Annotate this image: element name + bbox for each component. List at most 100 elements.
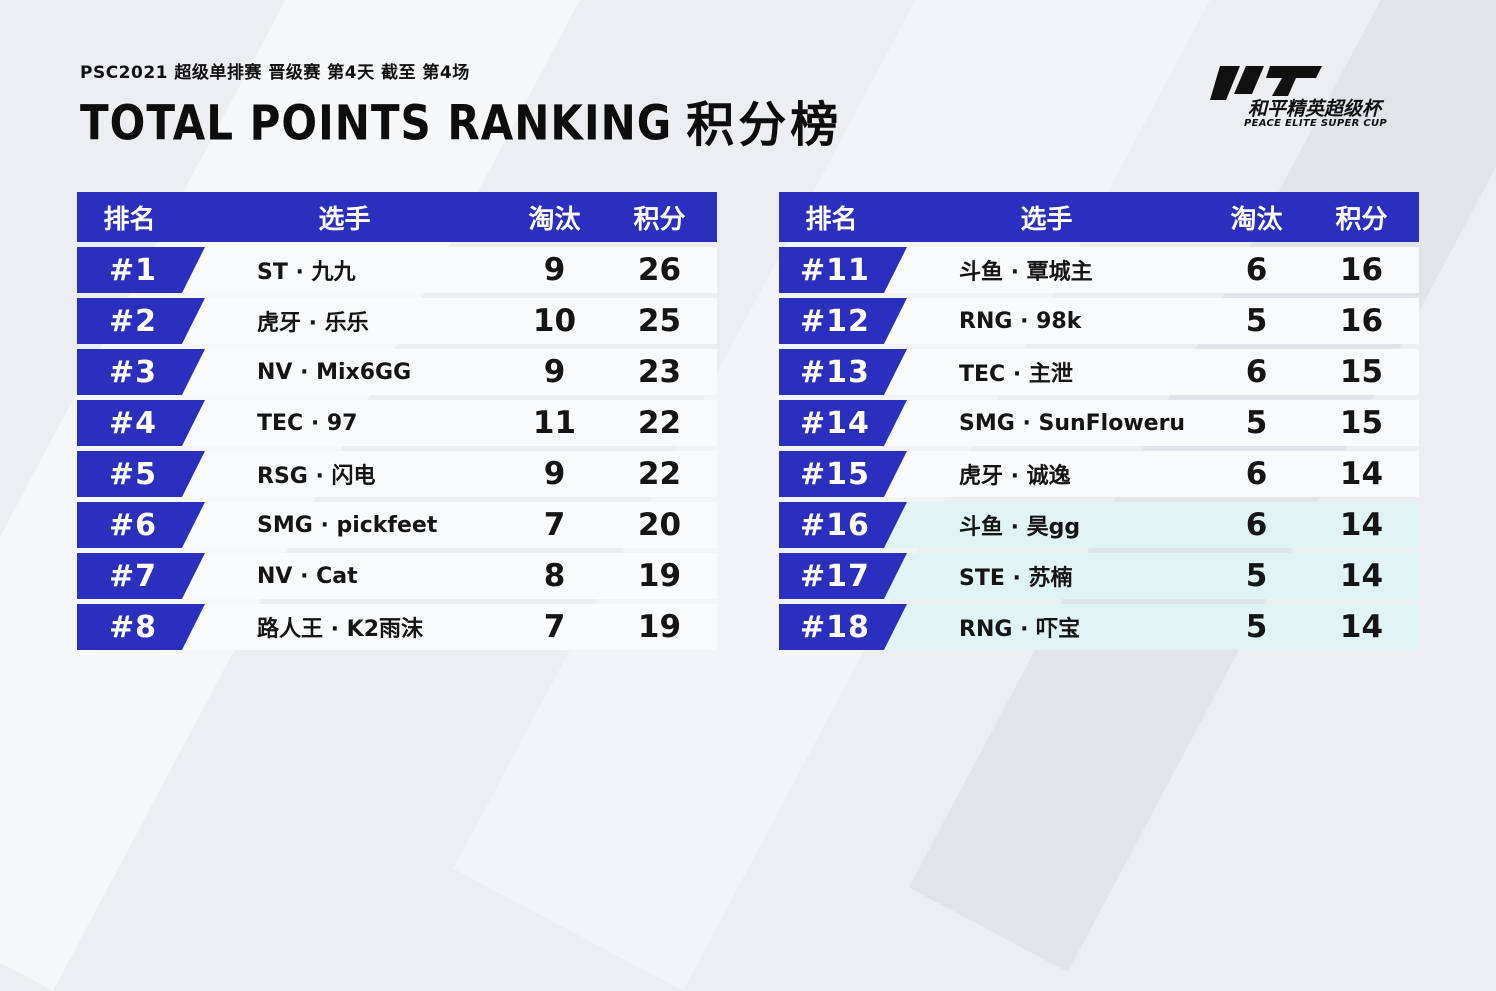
elim-cell: 5 — [1245, 558, 1268, 594]
rank-cell: #12 — [800, 303, 870, 339]
peace-elite-logo: 和平精英超级杯 PEACE ELITE SUPER CUP — [1210, 66, 1400, 132]
elim-cell: 9 — [543, 354, 566, 390]
points-cell: 14 — [1339, 456, 1384, 492]
table-row: #7 NV · Cat 8 19 — [77, 553, 717, 599]
page-title-en: TOTAL POINTS RANKING — [80, 94, 673, 151]
elim-cell: 5 — [1245, 609, 1268, 645]
player-cell: 路人王 · K2雨沫 — [257, 617, 424, 642]
table-row: #12 RNG · 98k 5 16 — [779, 298, 1419, 344]
rank-tab — [77, 502, 205, 548]
points-cell: 15 — [1339, 354, 1384, 390]
elim-cell: 7 — [543, 609, 566, 645]
rank-cell: #16 — [800, 507, 870, 543]
elim-cell: 6 — [1245, 252, 1268, 288]
table-row: #6 SMG · pickfeet 7 20 — [77, 502, 717, 548]
logo-text-en: PEACE ELITE SUPER CUP — [1244, 118, 1388, 129]
rank-cell: #17 — [800, 558, 870, 594]
table-row: #5 RSG · 闪电 9 22 — [77, 451, 717, 497]
column-header-elim: 淘汰 — [1230, 204, 1283, 235]
column-header-rank: 排名 — [103, 204, 156, 235]
rank-cell: #7 — [108, 558, 157, 594]
player-cell: 斗鱼 · 昊gg — [959, 515, 1081, 540]
rank-cell: #14 — [800, 405, 870, 441]
rank-cell: #8 — [108, 609, 157, 645]
rank-cell: #18 — [800, 609, 870, 645]
points-cell: 16 — [1339, 252, 1384, 288]
elim-cell: 9 — [543, 252, 566, 288]
rank-cell: #6 — [108, 507, 157, 543]
points-cell: 19 — [637, 558, 682, 594]
table-row: #16 斗鱼 · 昊gg 6 14 — [779, 502, 1419, 548]
elim-cell: 9 — [543, 456, 566, 492]
table-row: #11 斗鱼 · 覃城主 6 16 — [779, 247, 1419, 293]
points-cell: 22 — [637, 456, 682, 492]
elim-cell: 8 — [543, 558, 566, 594]
rank-tab — [77, 298, 205, 344]
elim-cell: 6 — [1245, 507, 1268, 543]
rank-tab — [779, 451, 907, 497]
table-row: #15 虎牙 · 诚逸 6 14 — [779, 451, 1419, 497]
points-cell: 15 — [1339, 405, 1384, 441]
table-row: #17 STE · 苏楠 5 14 — [779, 553, 1419, 599]
rank-tab — [779, 553, 907, 599]
table-row: #14 SMG · SunFloweru 5 15 — [779, 400, 1419, 446]
table-row: #1 ST · 九九 9 26 — [77, 247, 717, 293]
rank-tab — [779, 502, 907, 548]
elim-cell: 11 — [532, 405, 577, 441]
rank-tab — [779, 400, 907, 446]
player-cell: TEC · 97 — [257, 410, 358, 436]
column-header-points: 积分 — [1335, 204, 1388, 235]
rank-cell: #5 — [108, 456, 157, 492]
table-row: #18 RNG · 吓宝 5 14 — [779, 604, 1419, 650]
elim-cell: 5 — [1245, 303, 1268, 339]
player-cell: NV · Cat — [257, 563, 358, 589]
points-cell: 14 — [1339, 609, 1384, 645]
points-cell: 19 — [637, 609, 682, 645]
player-cell: 虎牙 · 乐乐 — [257, 311, 369, 336]
table-header: 排名 选手 淘汰 积分 — [77, 192, 717, 242]
player-cell: SMG · SunFloweru — [959, 410, 1186, 436]
rank-tab — [77, 247, 205, 293]
table-header: 排名 选手 淘汰 积分 — [779, 192, 1419, 242]
ranking-table-left: 排名 选手 淘汰 积分 #1 ST · 九九 9 26 #2 虎牙 · 乐乐 10 25 #3 N… — [77, 192, 717, 650]
rank-tab — [779, 298, 907, 344]
page-header: PSC2021 超级单排赛 晋级赛 第4天 截至 第4场 TOTAL POINT… — [80, 58, 842, 155]
logo-text-cn: 和平精英超级杯 — [1248, 98, 1382, 120]
rank-tab — [77, 400, 205, 446]
player-cell: RNG · 98k — [959, 308, 1082, 334]
player-cell: STE · 苏楠 — [959, 566, 1073, 591]
table-row: #8 路人王 · K2雨沫 7 19 — [77, 604, 717, 650]
elim-cell: 6 — [1245, 354, 1268, 390]
points-cell: 22 — [637, 405, 682, 441]
table-row: #13 TEC · 主泄 6 15 — [779, 349, 1419, 395]
player-cell: NV · Mix6GG — [257, 359, 412, 385]
points-cell: 25 — [637, 303, 682, 339]
elim-cell: 7 — [543, 507, 566, 543]
rank-tab — [77, 553, 205, 599]
points-cell: 14 — [1339, 558, 1384, 594]
table-row: #2 虎牙 · 乐乐 10 25 — [77, 298, 717, 344]
elim-cell: 10 — [532, 303, 577, 339]
points-cell: 14 — [1339, 507, 1384, 543]
rank-cell: #2 — [108, 303, 157, 339]
event-subtitle: PSC2021 超级单排赛 晋级赛 第4天 截至 第4场 — [80, 63, 470, 83]
rank-tab — [77, 451, 205, 497]
ranking-table-right: 排名 选手 淘汰 积分 #11 斗鱼 · 覃城主 6 16 #12 RNG · 98k 5 1… — [779, 192, 1419, 650]
player-cell: 斗鱼 · 覃城主 — [959, 260, 1093, 285]
player-cell: SMG · pickfeet — [257, 512, 438, 538]
column-header-elim: 淘汰 — [528, 204, 581, 235]
elim-cell: 5 — [1245, 405, 1268, 441]
column-header-points: 积分 — [633, 204, 686, 235]
rank-tab — [779, 247, 907, 293]
table-row: #4 TEC · 97 11 22 — [77, 400, 717, 446]
points-cell: 26 — [637, 252, 682, 288]
rank-cell: #1 — [108, 252, 157, 288]
player-cell: TEC · 主泄 — [959, 362, 1073, 387]
rank-cell: #4 — [108, 405, 157, 441]
column-header-player: 选手 — [318, 204, 371, 235]
rank-cell: #3 — [108, 354, 157, 390]
rank-tab — [779, 349, 907, 395]
title-row: TOTAL POINTS RANKING 积分榜 — [80, 85, 842, 155]
logo-mark-icon — [1210, 66, 1322, 100]
player-cell: ST · 九九 — [257, 260, 356, 285]
